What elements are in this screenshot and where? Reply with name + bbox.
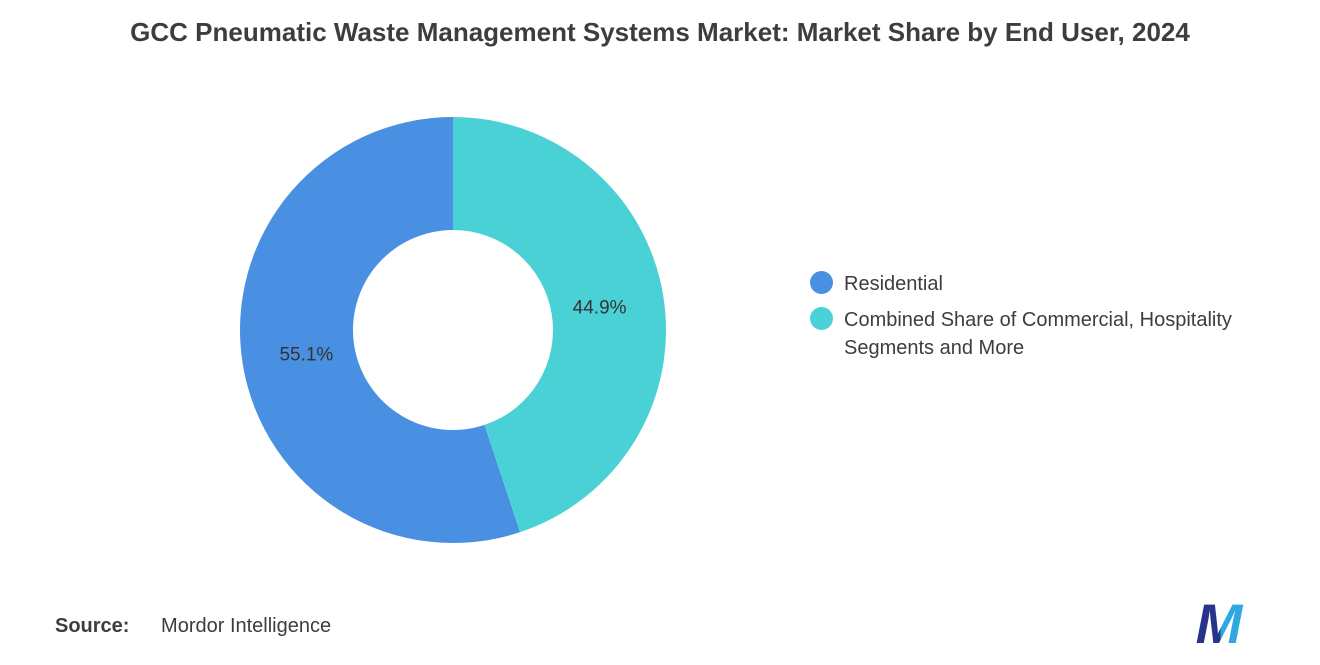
source-value: Mordor Intelligence [161,615,332,637]
donut-slice-0 [239,117,521,543]
legend-label-residential: Residential [844,273,943,295]
legend-item-combined: Combined Share of Commercial, Hospitalit… [810,306,1290,362]
svg-text:M: M [1196,596,1244,650]
slice-value-label-1: 44.9% [573,297,627,318]
donut-slice-1 [453,117,666,533]
source-row: Source: Mordor Intelligence [55,615,331,638]
source-label: Source: [55,615,130,637]
legend-swatch-residential [810,271,833,294]
slice-value-label-0: 55.1% [279,345,333,366]
donut-chart: 55.1% 44.9% [239,117,666,543]
legend-swatch-combined [810,307,833,330]
legend-item-residential: Residential [810,270,1290,298]
legend: Residential Combined Share of Commercial… [810,270,1290,370]
chart-title: GCC Pneumatic Waste Management Systems M… [130,17,1190,47]
donut-chart-area: 55.1% 44.9% [233,110,673,550]
mordor-intelligence-logo: M [1190,592,1248,655]
legend-label-combined: Combined Share of Commercial, Hospitalit… [844,309,1232,359]
logo-m-icon: M [1196,592,1244,655]
